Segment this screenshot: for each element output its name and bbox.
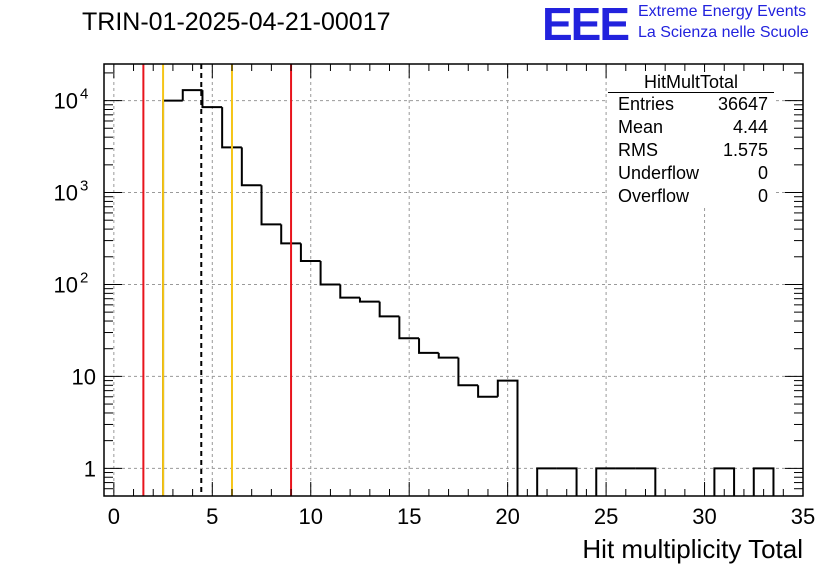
- x-tick-label: 0: [108, 504, 120, 529]
- stats-value: 4.44: [732, 117, 768, 137]
- x-tick-label: 5: [206, 504, 218, 529]
- stats-row-entries: Entries 36647: [608, 93, 774, 116]
- histogram-bin: [556, 467, 578, 496]
- y-tick-label: 10: [54, 181, 78, 206]
- stats-label: Entries: [618, 94, 675, 114]
- histogram-bin: [398, 316, 420, 340]
- y-tick-label: 10: [54, 272, 78, 297]
- histogram-bin: [418, 338, 439, 354]
- stats-value: 0: [757, 163, 768, 183]
- stats-value: 0: [757, 186, 768, 206]
- x-tick-label: 35: [791, 504, 815, 529]
- histogram-bin: [437, 352, 459, 359]
- histogram-bin: [477, 385, 498, 398]
- stats-label: Mean: [618, 117, 664, 137]
- histogram-bin: [201, 90, 223, 109]
- histogram-bin: [752, 467, 775, 496]
- histogram-bin: [713, 467, 736, 496]
- y-tick-label: 10: [72, 364, 96, 389]
- histogram-bin: [457, 357, 479, 387]
- stats-row-overflow: Overflow 0: [608, 185, 774, 208]
- stats-label: Underflow: [618, 163, 700, 183]
- logo-subtitle-line1: Extreme Energy Events: [638, 3, 807, 20]
- histogram-bin: [181, 89, 203, 101]
- histogram-bin: [221, 107, 242, 149]
- histogram-bin: [299, 243, 321, 262]
- stats-title: HitMultTotal: [608, 72, 774, 93]
- histogram-bin: [162, 99, 183, 496]
- run-title: TRIN-01-2025-04-21-00017: [82, 8, 391, 36]
- histogram-bin: [280, 224, 301, 245]
- stats-label: RMS: [618, 140, 658, 160]
- histogram-bin: [595, 467, 616, 496]
- y-tick-exponent: 3: [80, 178, 88, 195]
- histogram-bin: [635, 467, 657, 496]
- stats-label: Overflow: [618, 186, 690, 206]
- histogram-bin: [339, 284, 360, 299]
- logo-subtitle-line2: La Scienza nelle Scuole: [638, 24, 809, 41]
- x-tick-label: 30: [692, 504, 716, 529]
- x-axis-title: Hit multiplicity Total: [582, 534, 803, 564]
- stats-value: 1.575: [722, 140, 768, 160]
- x-tick-label: 10: [299, 504, 323, 529]
- histogram-bin: [358, 297, 380, 303]
- x-tick-label: 15: [397, 504, 421, 529]
- y-tick-exponent: 2: [80, 269, 88, 286]
- stats-row-rms: RMS 1.575: [608, 139, 774, 162]
- eee-logo: EEE: [542, 0, 630, 50]
- histogram-bin: [260, 185, 282, 226]
- stats-row-underflow: Underflow 0: [608, 162, 774, 185]
- y-tick-label: 10: [54, 89, 78, 114]
- y-tick-label: 1: [84, 456, 96, 481]
- stats-box: HitMultTotal Entries 36647 Mean 4.44 RMS…: [608, 72, 774, 208]
- stats-value: 36647: [717, 94, 768, 114]
- histogram-bin: [319, 260, 341, 286]
- plot-frame: [103, 63, 804, 497]
- x-tick-label: 25: [594, 504, 618, 529]
- histogram-bin: [496, 379, 519, 496]
- histogram-bin: [536, 467, 557, 496]
- histogram-bin: [240, 147, 262, 187]
- y-tick-exponent: 4: [80, 86, 88, 103]
- x-tick-label: 20: [495, 504, 519, 529]
- histogram-bin: [378, 301, 400, 318]
- stats-row-mean: Mean 4.44: [608, 116, 774, 139]
